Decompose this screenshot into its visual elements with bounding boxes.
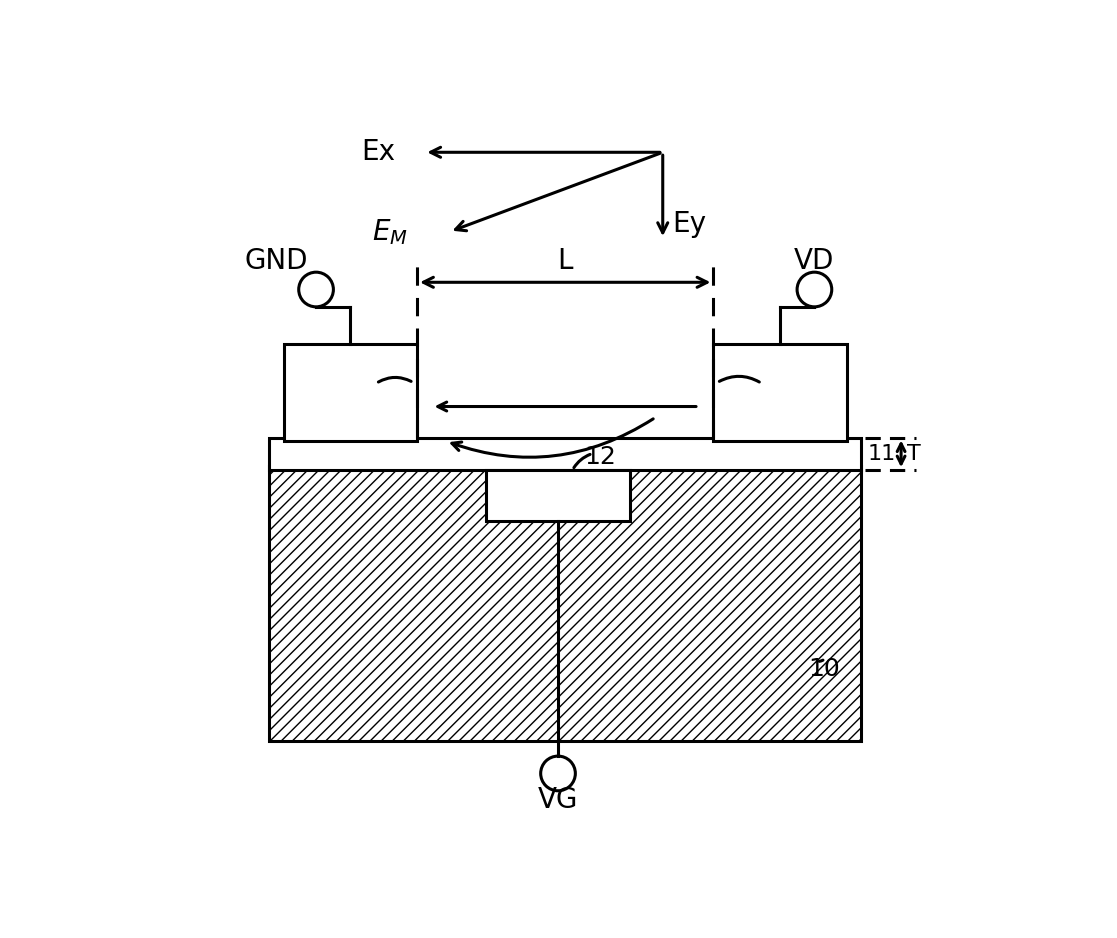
Text: Ey: Ey (672, 210, 706, 238)
Bar (486, 470, 630, 521)
Text: VG: VG (537, 786, 579, 814)
Text: 11: 11 (867, 444, 896, 463)
FancyArrowPatch shape (574, 454, 590, 468)
Text: Ex: Ex (362, 138, 395, 166)
Bar (269, 466, 861, 741)
FancyArrowPatch shape (452, 419, 653, 457)
Bar (269, 437, 861, 470)
Bar (714, 343, 847, 441)
Text: L: L (557, 247, 573, 275)
Text: GND: GND (245, 247, 308, 275)
Bar (284, 343, 417, 441)
FancyArrowPatch shape (719, 376, 760, 382)
Text: 13: 13 (367, 364, 399, 388)
FancyArrowPatch shape (820, 660, 823, 661)
Text: 10: 10 (808, 657, 840, 681)
Text: T: T (907, 444, 920, 463)
FancyArrowPatch shape (379, 377, 411, 382)
Text: 14: 14 (738, 364, 771, 388)
Text: VD: VD (794, 247, 834, 275)
Text: 12: 12 (584, 445, 615, 469)
Text: $E_M$: $E_M$ (372, 218, 408, 247)
